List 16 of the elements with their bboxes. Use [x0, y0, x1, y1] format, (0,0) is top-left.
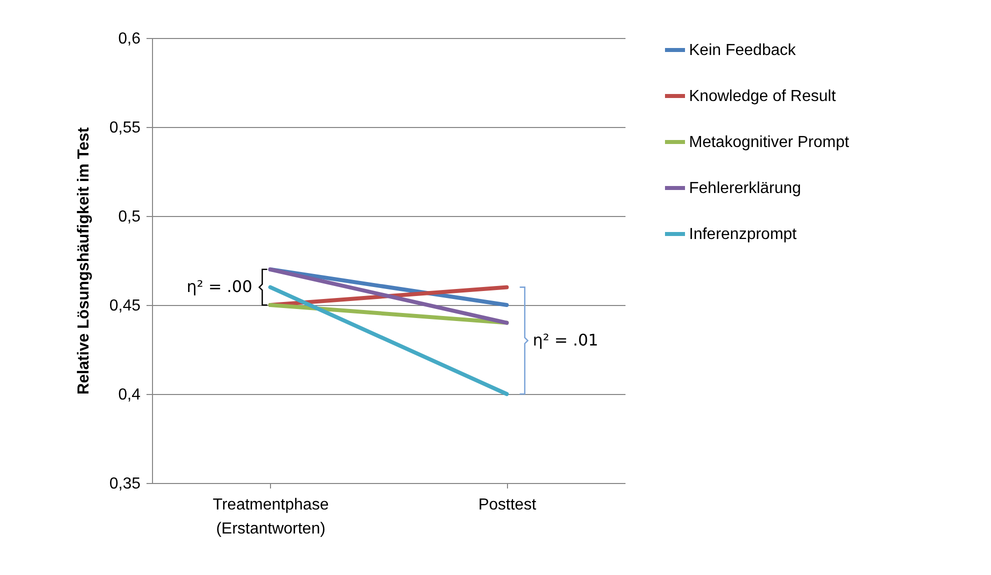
y-tick-label: 0,45 [109, 298, 141, 314]
legend-label: Knowledge of Result [689, 88, 836, 105]
legend-label: Metakognitiver Prompt [689, 134, 850, 151]
y-axis-title: Relative Lösungshäufigkeit im Test [75, 126, 92, 395]
legend-label: Inferenzprompt [689, 226, 798, 243]
annotation: η² = .01 [532, 330, 598, 350]
y-tick-label: 0,55 [109, 120, 141, 136]
y-tick-label: 0,5 [118, 208, 141, 226]
x-tick-label: Treatmentphase (Erstantworten) [212, 496, 329, 538]
legend-label: Kein Feedback [689, 42, 797, 59]
y-tick-label: 0,35 [109, 476, 141, 492]
y-tick-label: 0,6 [118, 30, 141, 48]
legend-label: Fehlererklärung [689, 180, 802, 197]
annotation: η² = .00 [186, 277, 252, 296]
x-tick-label: Posttest [478, 496, 537, 514]
y-tick-label: 0,4 [118, 386, 141, 404]
